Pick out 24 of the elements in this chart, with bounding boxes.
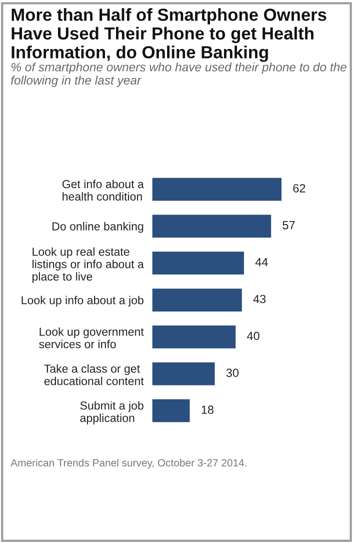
y-tick-label: Look up info about a job (22, 296, 144, 307)
y-tick-label: Look up government services or info (39, 327, 144, 348)
bar (152, 399, 190, 422)
text: American Trends Panel survey, October 3-27 2014. (10, 458, 246, 469)
bar (152, 325, 236, 348)
y-tick-label: Look up real estate listings or info about a place to live (32, 247, 144, 283)
data-label: 57 (282, 221, 295, 230)
data-label: 18 (202, 406, 214, 414)
bar (152, 252, 244, 275)
data-label: 40 (247, 332, 260, 340)
y-tick-label: Take a class or get educational content (44, 364, 144, 386)
data-label: 43 (253, 294, 266, 304)
chart-title: More than Half of Smartphone Owners Have Used Their Phone to get Health Information, do Online Banking (12, 8, 326, 62)
bar (152, 362, 215, 386)
chart-subtitle: % of smartphone owners who have used their phone to do the following in the last year (11, 62, 346, 88)
y-tick-label: Submit a job application (80, 401, 144, 424)
bar (152, 178, 282, 201)
data-label: 30 (226, 368, 239, 377)
bar (152, 214, 272, 238)
data-label: 62 (293, 184, 306, 192)
data-label: 44 (255, 258, 268, 266)
y-tick-label: Do online banking (52, 222, 144, 233)
y-tick-label: Get info about a health condition (62, 180, 144, 201)
bar (152, 288, 242, 312)
